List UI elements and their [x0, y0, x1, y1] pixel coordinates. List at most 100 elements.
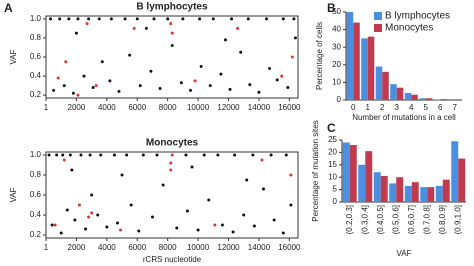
x-tick-label: 2 [380, 103, 385, 112]
point [289, 203, 293, 207]
point [141, 153, 145, 157]
point [55, 153, 59, 157]
point [184, 153, 188, 157]
bar [375, 66, 383, 100]
point [251, 153, 255, 157]
chart-title: B lymphocytes [136, 2, 208, 13]
bar [419, 98, 426, 100]
point [68, 153, 72, 157]
bar [373, 172, 381, 202]
bar [342, 142, 350, 202]
y-axis-label: VAF [9, 49, 18, 64]
point [236, 26, 240, 30]
x-tick-label: 6000 [128, 243, 146, 252]
plot-frame [45, 15, 299, 99]
y-tick-label: 20 [332, 60, 341, 69]
point [245, 178, 249, 182]
y-tick-label: 0.2 [30, 230, 42, 239]
point [135, 17, 139, 21]
x-axis-label: VAF [397, 249, 412, 258]
point [170, 153, 174, 157]
point [50, 223, 54, 227]
point [138, 84, 142, 88]
x-tick-label: (0.9,1.0] [453, 205, 462, 234]
point [170, 31, 174, 35]
x-tick-label: 7 [453, 103, 458, 112]
y-tick-label: 30 [332, 42, 341, 51]
point [119, 228, 123, 232]
point [82, 74, 86, 78]
bar [411, 182, 419, 202]
point [120, 173, 124, 177]
x-tick-label: 4000 [98, 243, 116, 252]
x-axis-label: Number of mutations in a cell [352, 113, 456, 122]
y-tick-label: 0.6 [30, 190, 42, 199]
y-tick-label: 10 [332, 78, 341, 87]
point [161, 183, 165, 187]
point [170, 44, 174, 48]
point [64, 60, 68, 64]
y-tick-label: 1.0 [30, 150, 42, 159]
x-tick-label: 6 [438, 103, 443, 112]
y-tick-label: 5 [333, 185, 338, 194]
x-tick-label: 6000 [128, 103, 146, 112]
bar [404, 92, 412, 100]
x-tick-label: 10000 [187, 243, 210, 252]
x-tick-label: 3 [395, 103, 400, 112]
point [129, 203, 133, 207]
point [284, 153, 288, 157]
panel-label: C [327, 121, 336, 135]
point [128, 53, 132, 57]
legend-label: Monocytes [385, 23, 433, 34]
point [132, 26, 136, 30]
point [100, 60, 104, 64]
y-tick-label: 40 [332, 25, 341, 34]
point [169, 168, 173, 172]
bar [425, 98, 433, 100]
point [91, 86, 95, 90]
point [181, 17, 185, 21]
point [275, 78, 279, 82]
point [62, 158, 66, 162]
y-tick-label: 0.2 [30, 90, 42, 99]
point [94, 84, 98, 88]
point [213, 223, 217, 227]
plot-frame [45, 151, 299, 239]
point [190, 165, 194, 169]
panel-label: B [327, 1, 336, 15]
point [123, 17, 127, 21]
x-tick-label: (0.3,0.4] [360, 205, 369, 234]
point [228, 87, 232, 91]
x-tick-label: 16000 [278, 103, 301, 112]
point [149, 69, 153, 73]
y-tick-label: 15 [328, 160, 337, 169]
bar [389, 183, 397, 202]
bar [380, 175, 388, 202]
point [137, 229, 141, 233]
x-tick-label: 4000 [98, 103, 116, 112]
y-tick-label: 0.4 [30, 210, 42, 219]
x-tick-label: 10000 [187, 103, 210, 112]
point [169, 22, 173, 26]
bar [451, 141, 459, 202]
point [216, 153, 220, 157]
x-tick-label: 14000 [248, 103, 271, 112]
bar [349, 144, 357, 202]
panel-label: A [4, 1, 13, 15]
point [70, 168, 74, 172]
y-tick-label: 0.4 [30, 71, 42, 80]
x-tick-label: 8000 [159, 243, 177, 252]
point [65, 208, 69, 212]
point [207, 198, 211, 202]
point [74, 31, 78, 35]
bar [367, 36, 375, 100]
y-tick-label: 0.8 [30, 33, 42, 42]
point [87, 17, 91, 21]
bar [346, 12, 354, 100]
point [84, 227, 88, 231]
y-tick-label: 0.8 [30, 170, 42, 179]
point [87, 215, 91, 219]
point [105, 225, 109, 229]
bar [358, 164, 366, 202]
point [223, 38, 227, 42]
